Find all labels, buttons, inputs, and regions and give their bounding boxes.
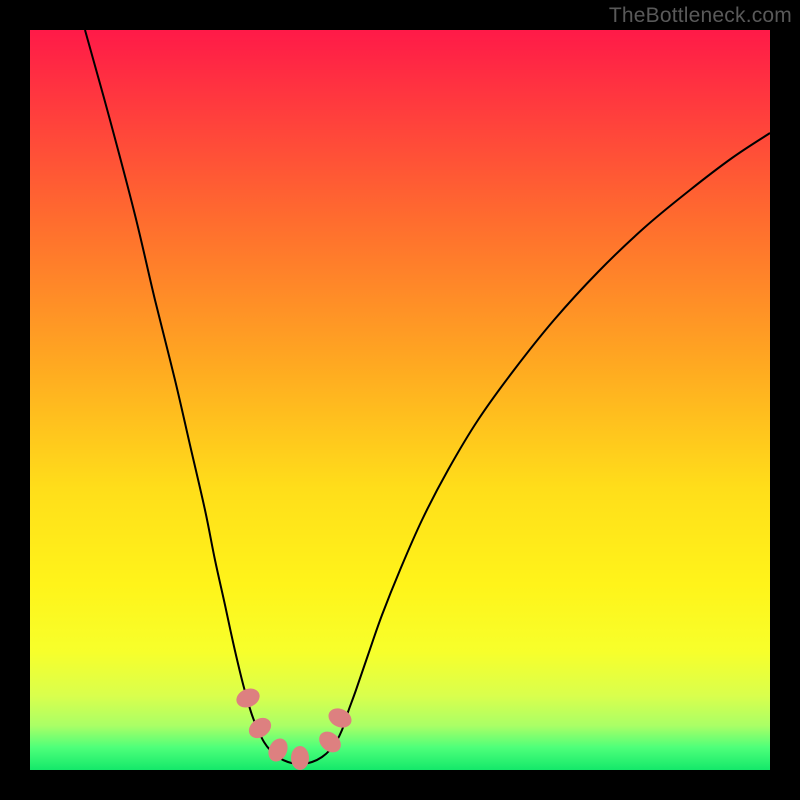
curve-marker — [265, 735, 291, 764]
chart-frame: TheBottleneck.com — [0, 0, 800, 800]
watermark-text: TheBottleneck.com — [609, 4, 792, 28]
plot-area — [30, 30, 770, 770]
curve-marker — [234, 685, 263, 711]
bottleneck-curve — [85, 30, 770, 764]
curve-marker — [245, 714, 275, 743]
curve-layer — [30, 30, 770, 770]
curve-marker — [291, 746, 309, 770]
curve-marker — [325, 705, 354, 731]
curve-markers — [234, 685, 355, 770]
